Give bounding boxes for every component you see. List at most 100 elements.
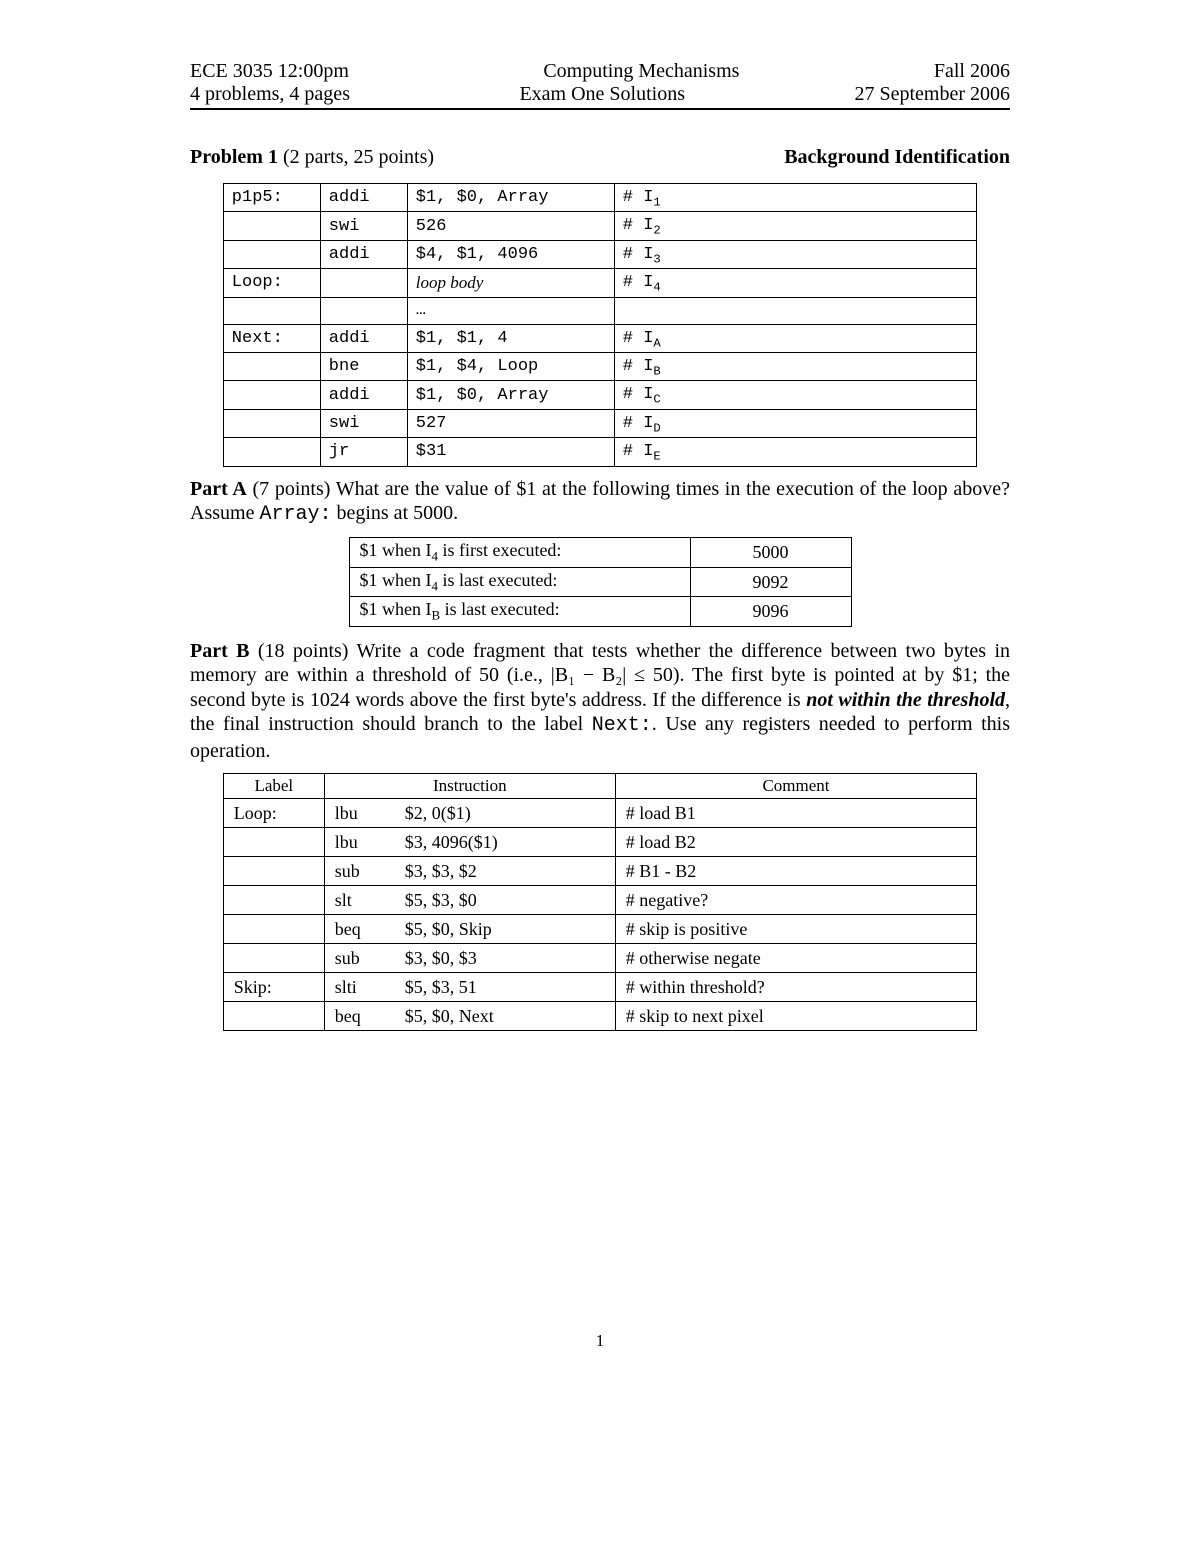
part-a-text: Part A (7 points) What are the value of … <box>190 477 1010 528</box>
instr-op: sub <box>324 857 395 886</box>
instr-comment: # skip to next pixel <box>615 1002 976 1031</box>
answer-desc: $1 when IB is last executed: <box>349 597 690 627</box>
header-row-1: ECE 3035 12:00pm Computing Mechanisms Fa… <box>190 60 1010 83</box>
instr-row: beq$5, $0, Skip# skip is positive <box>223 915 976 944</box>
code-tag: # IC <box>614 381 976 409</box>
instr-args: $3, $3, $2 <box>395 857 616 886</box>
header-term: Fall 2006 <box>934 60 1010 83</box>
problem-title: Problem 1 (2 parts, 25 points) <box>190 146 434 169</box>
part-b-abs: |B₁ − B₂| ≤ 50 <box>551 664 673 686</box>
answer-value: 5000 <box>690 538 851 568</box>
instr-label <box>223 915 324 944</box>
instr-comment: # negative? <box>615 886 976 915</box>
code-args: $4, $1, 4096 <box>407 240 614 268</box>
instr-args: $3, 4096($1) <box>395 828 616 857</box>
part-b-text: Part B (18 points) Write a code fragment… <box>190 639 1010 763</box>
instruction-table: Label Instruction Comment Loop:lbu$2, 0(… <box>223 773 977 1031</box>
instr-row: Skip:slti$5, $3, 51# within threshold? <box>223 973 976 1002</box>
instr-label <box>223 1002 324 1031</box>
code-op: swi <box>320 409 407 437</box>
code-row: jr$31# IE <box>223 438 976 466</box>
instr-row: Loop:lbu$2, 0($1)# load B1 <box>223 799 976 828</box>
instr-row: lbu$3, 4096($1)# load B2 <box>223 828 976 857</box>
code-op <box>320 269 407 297</box>
code-op: swi <box>320 212 407 240</box>
instr-op: sub <box>324 944 395 973</box>
instr-hdr-label: Label <box>223 774 324 799</box>
code-row: Next:addi$1, $1, 4# IA <box>223 324 976 352</box>
header-title: Computing Mechanisms <box>543 60 739 83</box>
code-args: loop body <box>407 269 614 297</box>
code-tag: # I2 <box>614 212 976 240</box>
code-tag: # IB <box>614 352 976 380</box>
code-args: 526 <box>407 212 614 240</box>
code-tag: # IE <box>614 438 976 466</box>
instr-comment: # B1 - B2 <box>615 857 976 886</box>
code-op: addi <box>320 240 407 268</box>
instr-row: sub$3, $3, $2# B1 - B2 <box>223 857 976 886</box>
code-label <box>223 409 320 437</box>
problem-heading: Problem 1 (2 parts, 25 points) Backgroun… <box>190 146 1010 169</box>
header-course: ECE 3035 12:00pm <box>190 60 349 83</box>
code-args: $31 <box>407 438 614 466</box>
part-a-label: Part A <box>190 478 247 500</box>
code-label <box>223 240 320 268</box>
instr-hdr-instruction: Instruction <box>324 774 615 799</box>
header-subtitle: Exam One Solutions <box>519 83 685 106</box>
answer-table: $1 when I4 is first executed:5000$1 when… <box>349 537 852 627</box>
code-args: $1, $0, Array <box>407 184 614 212</box>
part-a-tail: begins at 5000. <box>331 502 458 524</box>
code-args: … <box>407 297 614 324</box>
instr-label <box>223 857 324 886</box>
part-a-mono: Array: <box>259 503 331 526</box>
code-label <box>223 297 320 324</box>
problem-points: (2 parts, 25 points) <box>278 146 434 168</box>
code-label: Next: <box>223 324 320 352</box>
answer-desc: $1 when I4 is last executed: <box>349 567 690 597</box>
answer-row: $1 when IB is last executed:9096 <box>349 597 851 627</box>
code-row: p1p5:addi$1, $0, Array# I1 <box>223 184 976 212</box>
code-tag: # I3 <box>614 240 976 268</box>
answer-desc: $1 when I4 is first executed: <box>349 538 690 568</box>
instr-hdr-comment: Comment <box>615 774 976 799</box>
instr-comment: # load B2 <box>615 828 976 857</box>
code-tag: # I1 <box>614 184 976 212</box>
instr-label <box>223 828 324 857</box>
code-args: $1, $4, Loop <box>407 352 614 380</box>
instr-comment: # load B1 <box>615 799 976 828</box>
code-row: Loop: loop body# I4 <box>223 269 976 297</box>
instr-op: slti <box>324 973 395 1002</box>
code-op: bne <box>320 352 407 380</box>
instr-label <box>223 886 324 915</box>
instr-args: $5, $3, $0 <box>395 886 616 915</box>
instr-args: $2, 0($1) <box>395 799 616 828</box>
code-op: jr <box>320 438 407 466</box>
instr-args: $5, $0, Skip <box>395 915 616 944</box>
code-args: $1, $0, Array <box>407 381 614 409</box>
instr-args: $3, $0, $3 <box>395 944 616 973</box>
code-row: … <box>223 297 976 324</box>
code-args: $1, $1, 4 <box>407 324 614 352</box>
instr-op: lbu <box>324 828 395 857</box>
instr-op: slt <box>324 886 395 915</box>
code-row: swi527# ID <box>223 409 976 437</box>
code-label: Loop: <box>223 269 320 297</box>
instr-row: beq$5, $0, Next# skip to next pixel <box>223 1002 976 1031</box>
instr-label: Skip: <box>223 973 324 1002</box>
instr-op: beq <box>324 915 395 944</box>
answer-row: $1 when I4 is last executed:9092 <box>349 567 851 597</box>
code-op: addi <box>320 381 407 409</box>
problem-topic: Background Identification <box>784 146 1010 169</box>
instr-row: slt$5, $3, $0# negative? <box>223 886 976 915</box>
instr-label: Loop: <box>223 799 324 828</box>
code-row: swi526# I2 <box>223 212 976 240</box>
instr-op: beq <box>324 1002 395 1031</box>
problem-number: Problem 1 <box>190 146 278 168</box>
code-tag: # I4 <box>614 269 976 297</box>
code-tag <box>614 297 976 324</box>
instr-header-row: Label Instruction Comment <box>223 774 976 799</box>
instr-comment: # within threshold? <box>615 973 976 1002</box>
code-tag: # IA <box>614 324 976 352</box>
answer-value: 9092 <box>690 567 851 597</box>
code-label <box>223 352 320 380</box>
